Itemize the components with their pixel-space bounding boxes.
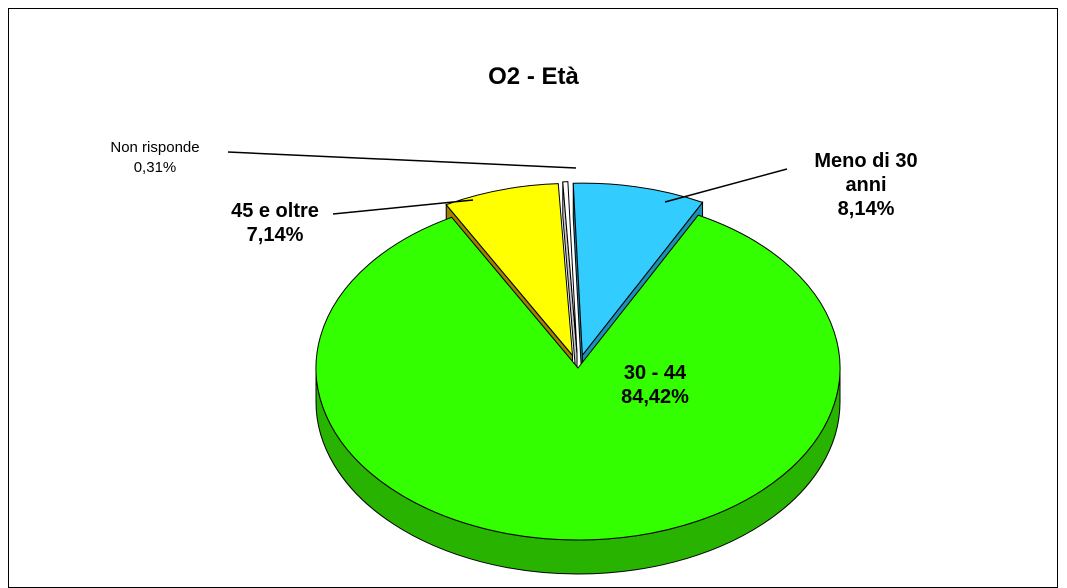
pie-slice-30-44 bbox=[315, 214, 841, 541]
data-label-line: 30 - 44 bbox=[624, 362, 687, 384]
pie-slice-meno-di-30 bbox=[572, 182, 704, 357]
data-label-line: 8,14% bbox=[838, 198, 895, 220]
leader-line-meno-di-30 bbox=[664, 168, 788, 203]
data-label-line: 45 e oltre bbox=[231, 200, 319, 222]
data-label-line: Non risponde bbox=[110, 139, 199, 156]
data-label-line: 0,31% bbox=[134, 159, 177, 176]
chart-title: O2 - Età bbox=[488, 63, 579, 90]
data-label-30-44: 30 - 44 84,42% bbox=[621, 362, 689, 408]
data-label-non-risponde: Non risponde 0,31% bbox=[110, 139, 199, 176]
leader-line-non-risponde bbox=[227, 151, 577, 169]
data-label-line: 84,42% bbox=[621, 386, 689, 408]
data-label-45-e-oltre: 45 e oltre 7,14% bbox=[231, 200, 319, 246]
data-label-line: Meno di 30 bbox=[814, 150, 917, 172]
data-label-line: anni bbox=[845, 174, 886, 196]
pie-slice-45-e-oltre bbox=[445, 183, 574, 357]
data-label-line: 7,14% bbox=[247, 224, 304, 246]
data-label-meno-di-30: Meno di 30 anni 8,14% bbox=[814, 150, 917, 220]
pie-slice-non-risponde bbox=[562, 181, 578, 354]
leader-line-45-e-oltre bbox=[332, 199, 474, 215]
